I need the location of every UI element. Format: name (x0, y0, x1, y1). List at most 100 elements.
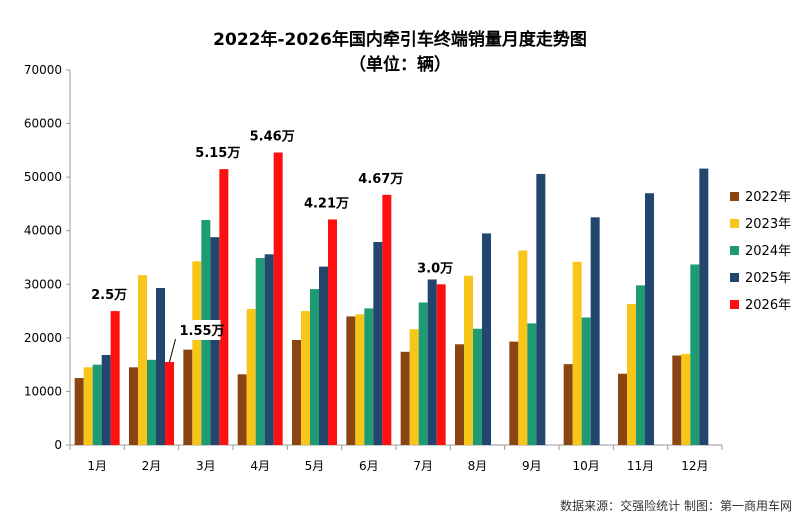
y-tick-label: 60000 (24, 117, 62, 131)
bar (427, 279, 437, 445)
bar (74, 378, 84, 445)
bar (645, 193, 654, 445)
x-tick-label: 3月 (196, 459, 216, 473)
bar (527, 323, 537, 445)
x-tick-label: 4月 (250, 459, 270, 473)
bar (482, 233, 491, 445)
bar (310, 289, 319, 445)
callouts: 2.5万 1.55万 5.15万 5.46万 4.21万 4.67万 3.0万 (90, 125, 455, 363)
legend-swatch (730, 219, 739, 228)
bar (627, 304, 636, 445)
callout-box (416, 257, 455, 278)
bar (156, 288, 165, 445)
bar (319, 266, 328, 445)
bars (74, 152, 709, 446)
data-label: 5.15万 (195, 146, 240, 161)
y-tick-label: 50000 (24, 170, 62, 184)
bar (509, 341, 519, 445)
bar (699, 168, 709, 446)
bar (455, 344, 464, 445)
bar (273, 152, 283, 445)
bar (210, 237, 220, 445)
chart-title: 2022年-2026年国内牵引车终端销量月度走势图 (213, 29, 587, 50)
bar (382, 194, 392, 445)
x-tick-label: 6月 (359, 459, 379, 473)
bar (92, 364, 102, 445)
bar (237, 374, 247, 445)
bar (110, 311, 120, 445)
x-tick-label: 7月 (413, 459, 433, 473)
x-tick-label: 1月 (87, 459, 107, 473)
bar (328, 219, 337, 445)
legend-swatch (730, 273, 739, 282)
bar (147, 359, 156, 445)
legend-label: 2024年 (745, 244, 791, 259)
x-tick-label: 5月 (305, 459, 325, 473)
bar (618, 373, 627, 445)
legend-swatch (730, 300, 739, 309)
bar (183, 349, 193, 445)
source-note: 数据来源：交强险统计 制图：第一商用车网 (560, 498, 792, 513)
x-tick-label: 12月 (681, 459, 708, 473)
bar (264, 254, 274, 445)
bar (464, 275, 473, 445)
bar (255, 258, 265, 445)
bar (364, 308, 374, 445)
y-tick-label: 40000 (24, 224, 62, 238)
bar (590, 217, 600, 445)
bar (681, 353, 691, 445)
bar (581, 317, 591, 445)
y-tick-label: 30000 (24, 277, 62, 291)
bar (129, 367, 138, 445)
callout-box (194, 142, 241, 163)
callout-box (176, 320, 221, 340)
bar (400, 351, 410, 445)
x-axis: 1月 2月 3月 4月 5月 6月 7月 8月 9月 10月 11月 12月 (69, 444, 723, 473)
bar (373, 241, 383, 445)
bar (572, 261, 582, 445)
bar (473, 328, 482, 445)
bar (355, 314, 365, 445)
y-tick-label: 70000 (24, 63, 62, 77)
bar (101, 355, 111, 445)
x-tick-label: 2月 (142, 459, 162, 473)
callout-box (90, 284, 129, 305)
x-tick-label: 11月 (627, 459, 654, 473)
y-tick-label: 10000 (24, 384, 62, 398)
bar (219, 169, 229, 445)
legend-label: 2025年 (745, 271, 791, 286)
data-label: 2.5万 (91, 288, 127, 303)
y-tick-label: 20000 (24, 331, 62, 345)
chart-subtitle: （单位：辆） (349, 54, 451, 75)
bar (409, 329, 419, 445)
y-tick-label: 0 (54, 438, 62, 452)
legend-label: 2026年 (745, 298, 791, 313)
bar (518, 250, 528, 445)
callout-box (357, 167, 404, 188)
data-label: 3.0万 (417, 261, 453, 276)
legend-label: 2022年 (745, 190, 791, 205)
bar (563, 364, 573, 445)
x-tick-label: 9月 (522, 459, 542, 473)
x-tick-label: 8月 (468, 459, 488, 473)
legend-label: 2023年 (745, 217, 791, 232)
data-label: 1.55万 (180, 324, 225, 339)
bar (436, 284, 446, 445)
bar (672, 355, 682, 445)
callout-box (249, 125, 296, 146)
legend-swatch (730, 246, 739, 255)
bar (138, 275, 147, 445)
bar (192, 261, 202, 445)
callout-leader (169, 338, 176, 363)
bar (418, 302, 428, 445)
y-axis: 0 10000 20000 30000 40000 50000 60000 70000 (24, 63, 71, 452)
legend-swatch (730, 192, 739, 201)
bar (690, 264, 700, 445)
bar (536, 173, 546, 445)
bar (346, 316, 356, 445)
bar (301, 311, 310, 445)
bar (292, 340, 301, 445)
data-label: 5.46万 (250, 130, 295, 145)
